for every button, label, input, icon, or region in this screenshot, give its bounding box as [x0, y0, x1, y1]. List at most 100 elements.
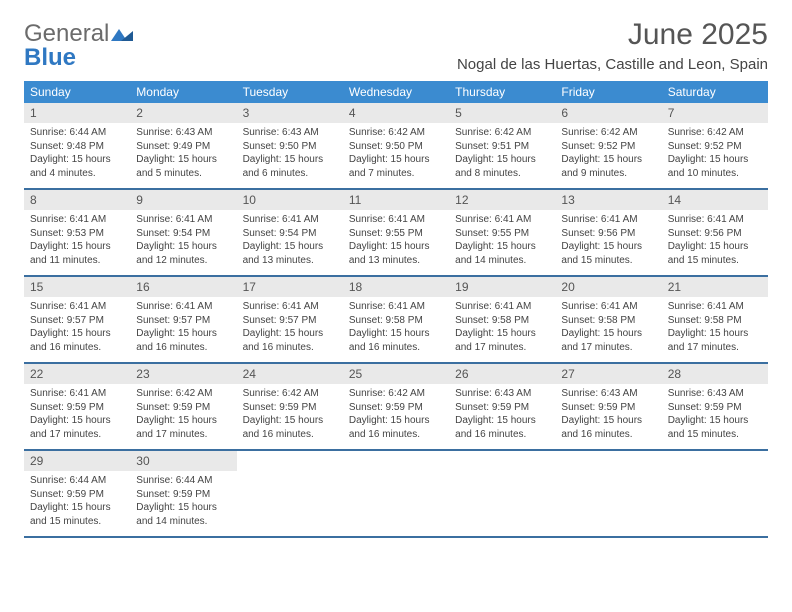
day-number: 7	[662, 103, 768, 123]
sunrise-text: Sunrise: 6:43 AM	[243, 126, 337, 140]
sunset-text: Sunset: 9:59 PM	[668, 401, 762, 415]
day-number: 21	[662, 277, 768, 297]
day-cell: 12Sunrise: 6:41 AMSunset: 9:55 PMDayligh…	[449, 190, 555, 275]
day-cell: 25Sunrise: 6:42 AMSunset: 9:59 PMDayligh…	[343, 364, 449, 449]
daylight-text: Daylight: 15 hours and 12 minutes.	[136, 240, 230, 267]
day-cell: 19Sunrise: 6:41 AMSunset: 9:58 PMDayligh…	[449, 277, 555, 362]
day-cell: 20Sunrise: 6:41 AMSunset: 9:58 PMDayligh…	[555, 277, 661, 362]
daylight-text: Daylight: 15 hours and 17 minutes.	[668, 327, 762, 354]
daylight-text: Daylight: 15 hours and 16 minutes.	[455, 414, 549, 441]
day-cell: 23Sunrise: 6:42 AMSunset: 9:59 PMDayligh…	[130, 364, 236, 449]
daylight-text: Daylight: 15 hours and 16 minutes.	[561, 414, 655, 441]
day-body: Sunrise: 6:43 AMSunset: 9:49 PMDaylight:…	[130, 123, 236, 188]
day-body: Sunrise: 6:44 AMSunset: 9:59 PMDaylight:…	[130, 471, 236, 536]
day-cell: 4Sunrise: 6:42 AMSunset: 9:50 PMDaylight…	[343, 103, 449, 188]
sunset-text: Sunset: 9:57 PM	[30, 314, 124, 328]
sunset-text: Sunset: 9:50 PM	[349, 140, 443, 154]
day-cell: 18Sunrise: 6:41 AMSunset: 9:58 PMDayligh…	[343, 277, 449, 362]
weekday-header-cell: Sunday	[24, 81, 130, 103]
daylight-text: Daylight: 15 hours and 15 minutes.	[561, 240, 655, 267]
day-body: Sunrise: 6:41 AMSunset: 9:55 PMDaylight:…	[343, 210, 449, 275]
sunrise-text: Sunrise: 6:41 AM	[136, 213, 230, 227]
day-cell: 22Sunrise: 6:41 AMSunset: 9:59 PMDayligh…	[24, 364, 130, 449]
day-body: Sunrise: 6:44 AMSunset: 9:48 PMDaylight:…	[24, 123, 130, 188]
sunrise-text: Sunrise: 6:41 AM	[561, 213, 655, 227]
day-number: 4	[343, 103, 449, 123]
logo: General Blue	[24, 18, 133, 70]
day-body: Sunrise: 6:42 AMSunset: 9:59 PMDaylight:…	[130, 384, 236, 449]
weekday-header-cell: Wednesday	[343, 81, 449, 103]
sunrise-text: Sunrise: 6:44 AM	[136, 474, 230, 488]
sunset-text: Sunset: 9:55 PM	[455, 227, 549, 241]
day-body: Sunrise: 6:41 AMSunset: 9:57 PMDaylight:…	[237, 297, 343, 362]
sunrise-text: Sunrise: 6:41 AM	[136, 300, 230, 314]
day-cell	[555, 451, 661, 536]
day-number: 25	[343, 364, 449, 384]
day-cell: 13Sunrise: 6:41 AMSunset: 9:56 PMDayligh…	[555, 190, 661, 275]
day-cell: 8Sunrise: 6:41 AMSunset: 9:53 PMDaylight…	[24, 190, 130, 275]
sunrise-text: Sunrise: 6:41 AM	[30, 213, 124, 227]
weekday-header-cell: Saturday	[662, 81, 768, 103]
day-body: Sunrise: 6:41 AMSunset: 9:53 PMDaylight:…	[24, 210, 130, 275]
day-number: 28	[662, 364, 768, 384]
day-number: 18	[343, 277, 449, 297]
day-number: 5	[449, 103, 555, 123]
sunset-text: Sunset: 9:58 PM	[349, 314, 443, 328]
day-cell: 17Sunrise: 6:41 AMSunset: 9:57 PMDayligh…	[237, 277, 343, 362]
sunset-text: Sunset: 9:59 PM	[136, 401, 230, 415]
sunset-text: Sunset: 9:58 PM	[561, 314, 655, 328]
daylight-text: Daylight: 15 hours and 15 minutes.	[668, 240, 762, 267]
week-row: 1Sunrise: 6:44 AMSunset: 9:48 PMDaylight…	[24, 103, 768, 190]
week-row: 15Sunrise: 6:41 AMSunset: 9:57 PMDayligh…	[24, 277, 768, 364]
day-number: 14	[662, 190, 768, 210]
day-body: Sunrise: 6:42 AMSunset: 9:52 PMDaylight:…	[555, 123, 661, 188]
day-cell: 1Sunrise: 6:44 AMSunset: 9:48 PMDaylight…	[24, 103, 130, 188]
sunset-text: Sunset: 9:51 PM	[455, 140, 549, 154]
day-cell: 10Sunrise: 6:41 AMSunset: 9:54 PMDayligh…	[237, 190, 343, 275]
logo-mark-icon	[111, 27, 133, 41]
daylight-text: Daylight: 15 hours and 13 minutes.	[243, 240, 337, 267]
day-number: 11	[343, 190, 449, 210]
sunrise-text: Sunrise: 6:41 AM	[349, 213, 443, 227]
sunrise-text: Sunrise: 6:42 AM	[349, 387, 443, 401]
daylight-text: Daylight: 15 hours and 13 minutes.	[349, 240, 443, 267]
sunrise-text: Sunrise: 6:42 AM	[455, 126, 549, 140]
week-row: 8Sunrise: 6:41 AMSunset: 9:53 PMDaylight…	[24, 190, 768, 277]
daylight-text: Daylight: 15 hours and 17 minutes.	[561, 327, 655, 354]
day-number: 9	[130, 190, 236, 210]
day-number: 26	[449, 364, 555, 384]
day-cell	[662, 451, 768, 536]
day-cell: 26Sunrise: 6:43 AMSunset: 9:59 PMDayligh…	[449, 364, 555, 449]
sunrise-text: Sunrise: 6:43 AM	[668, 387, 762, 401]
daylight-text: Daylight: 15 hours and 7 minutes.	[349, 153, 443, 180]
day-number: 1	[24, 103, 130, 123]
day-body: Sunrise: 6:43 AMSunset: 9:59 PMDaylight:…	[449, 384, 555, 449]
daylight-text: Daylight: 15 hours and 6 minutes.	[243, 153, 337, 180]
daylight-text: Daylight: 15 hours and 16 minutes.	[136, 327, 230, 354]
sunrise-text: Sunrise: 6:41 AM	[668, 213, 762, 227]
day-cell: 21Sunrise: 6:41 AMSunset: 9:58 PMDayligh…	[662, 277, 768, 362]
day-body: Sunrise: 6:41 AMSunset: 9:56 PMDaylight:…	[555, 210, 661, 275]
sunrise-text: Sunrise: 6:42 AM	[561, 126, 655, 140]
sunset-text: Sunset: 9:49 PM	[136, 140, 230, 154]
day-cell: 24Sunrise: 6:42 AMSunset: 9:59 PMDayligh…	[237, 364, 343, 449]
daylight-text: Daylight: 15 hours and 11 minutes.	[30, 240, 124, 267]
day-cell: 6Sunrise: 6:42 AMSunset: 9:52 PMDaylight…	[555, 103, 661, 188]
sunset-text: Sunset: 9:56 PM	[561, 227, 655, 241]
header-row: General Blue June 2025 Nogal de las Huer…	[24, 18, 768, 81]
day-body: Sunrise: 6:41 AMSunset: 9:57 PMDaylight:…	[24, 297, 130, 362]
daylight-text: Daylight: 15 hours and 4 minutes.	[30, 153, 124, 180]
week-row: 29Sunrise: 6:44 AMSunset: 9:59 PMDayligh…	[24, 451, 768, 538]
day-number: 30	[130, 451, 236, 471]
daylight-text: Daylight: 15 hours and 17 minutes.	[136, 414, 230, 441]
sunset-text: Sunset: 9:55 PM	[349, 227, 443, 241]
header-right: June 2025 Nogal de las Huertas, Castille…	[457, 18, 768, 81]
sunset-text: Sunset: 9:58 PM	[455, 314, 549, 328]
daylight-text: Daylight: 15 hours and 16 minutes.	[349, 327, 443, 354]
day-body: Sunrise: 6:41 AMSunset: 9:56 PMDaylight:…	[662, 210, 768, 275]
sunrise-text: Sunrise: 6:44 AM	[30, 474, 124, 488]
day-number: 6	[555, 103, 661, 123]
sunrise-text: Sunrise: 6:41 AM	[668, 300, 762, 314]
day-number: 12	[449, 190, 555, 210]
day-body: Sunrise: 6:41 AMSunset: 9:54 PMDaylight:…	[130, 210, 236, 275]
